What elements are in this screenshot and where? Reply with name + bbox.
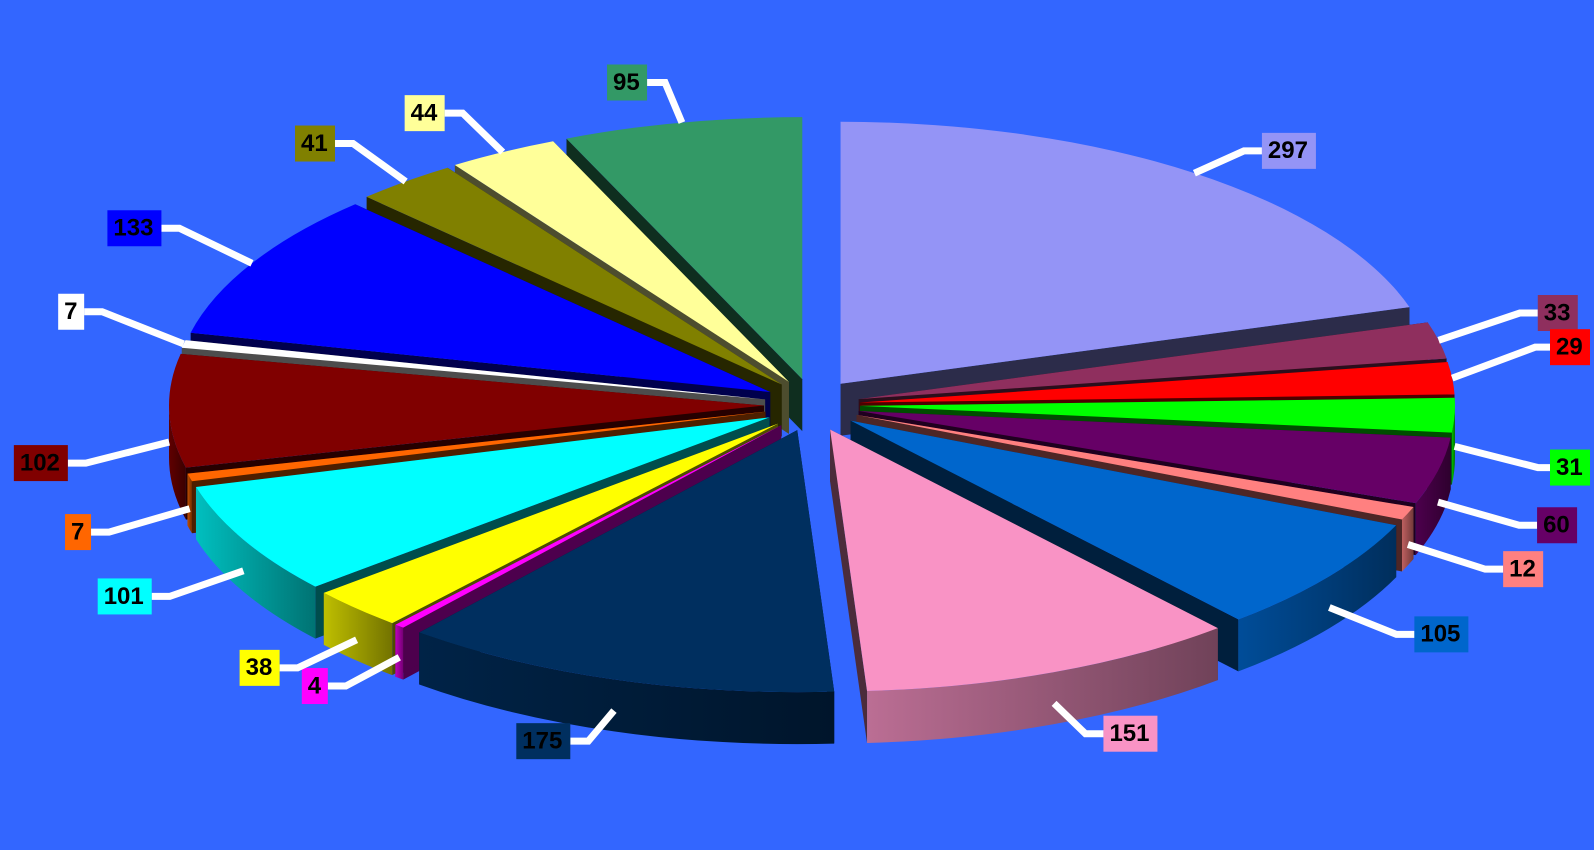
leader-line	[1455, 446, 1556, 467]
data-label-60: 60	[1543, 512, 1570, 539]
leader-line	[1194, 151, 1262, 173]
leader-line	[1438, 502, 1537, 525]
slice-rim	[395, 625, 403, 680]
leader-line	[68, 442, 169, 463]
leader-line	[647, 82, 682, 122]
leader-line	[335, 144, 406, 182]
data-label-102: 102	[20, 449, 60, 476]
data-label-297: 297	[1268, 137, 1308, 164]
data-label-12: 12	[1509, 555, 1536, 582]
leader-line	[1439, 313, 1538, 340]
leader-line	[84, 312, 183, 344]
data-label-133: 133	[113, 215, 153, 242]
data-label-4: 4	[308, 672, 322, 699]
data-label-95: 95	[613, 69, 640, 96]
data-label-29: 29	[1556, 334, 1583, 361]
data-label-7: 7	[71, 518, 84, 545]
leader-line	[152, 571, 244, 597]
data-label-44: 44	[411, 99, 438, 126]
slice-rim	[187, 474, 191, 534]
leader-line	[1452, 347, 1553, 378]
leader-line	[161, 228, 252, 263]
data-label-38: 38	[246, 654, 273, 681]
leader-line	[91, 509, 190, 532]
data-label-31: 31	[1556, 454, 1583, 481]
data-label-175: 175	[522, 728, 562, 755]
data-label-101: 101	[104, 583, 144, 610]
leader-line	[1329, 607, 1414, 634]
leader-line	[445, 113, 503, 152]
data-label-151: 151	[1109, 720, 1149, 747]
data-label-7: 7	[64, 298, 77, 325]
data-label-105: 105	[1420, 621, 1460, 648]
leader-line	[1408, 544, 1503, 569]
data-label-41: 41	[301, 130, 328, 157]
data-label-33: 33	[1544, 299, 1571, 326]
